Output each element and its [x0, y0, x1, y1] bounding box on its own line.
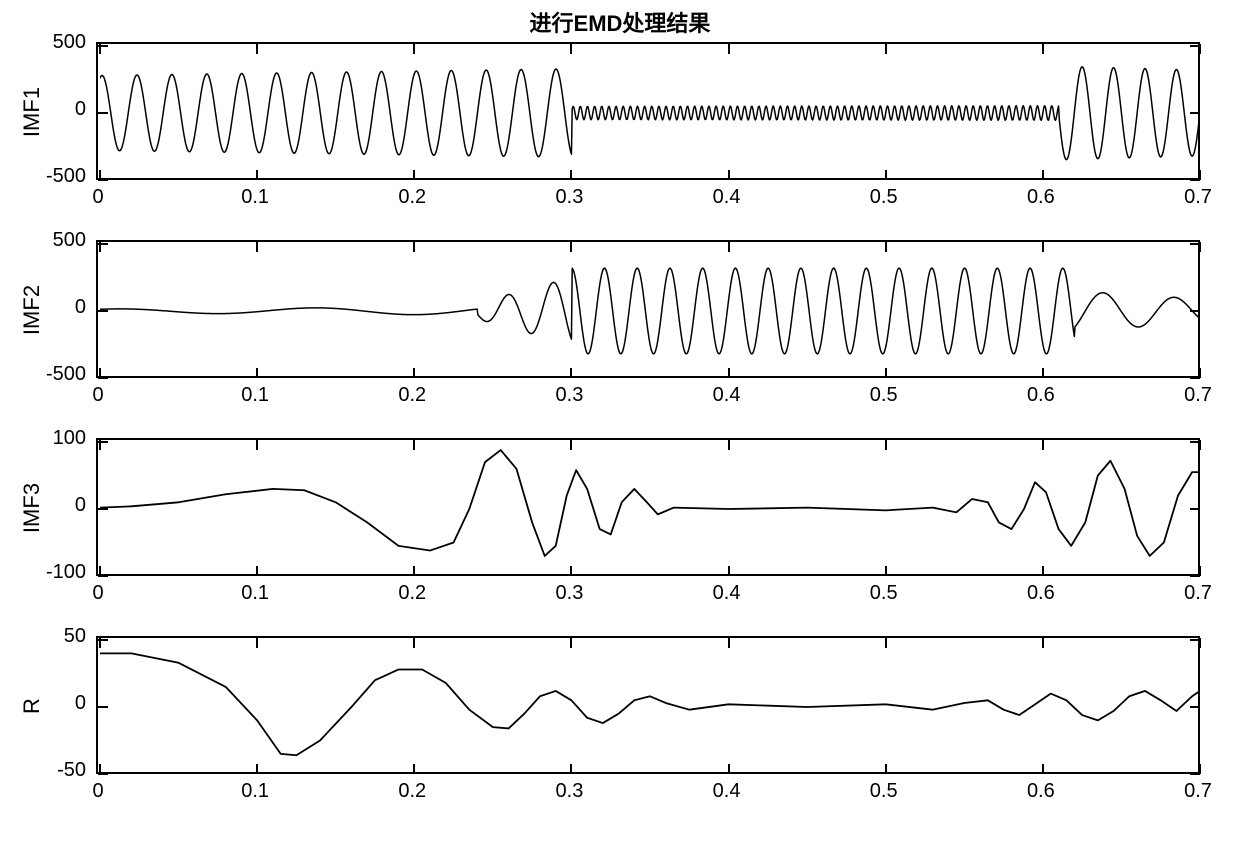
- panel-imf3: IMF300.10.20.30.40.50.60.7-1000100: [0, 438, 1240, 636]
- ytick-label: 0: [0, 98, 86, 121]
- xtick-label: 0.7: [1176, 780, 1220, 803]
- xtick-label: 0.1: [233, 186, 277, 209]
- ytick-label: 50: [0, 625, 86, 648]
- xtick-label: 0.2: [390, 780, 434, 803]
- xtick-label: 0.6: [1019, 780, 1063, 803]
- series-imf2: [100, 244, 1200, 378]
- xtick-label: 0.6: [1019, 582, 1063, 605]
- xtick-label: 0.3: [547, 186, 591, 209]
- xtick-label: 0.7: [1176, 384, 1220, 407]
- xtick-label: 0.2: [390, 384, 434, 407]
- xtick-label: 0.4: [705, 186, 749, 209]
- xtick-label: 0.1: [233, 582, 277, 605]
- xtick-label: 0.3: [547, 582, 591, 605]
- ytick-label: -500: [0, 165, 86, 188]
- ytick-label: 0: [0, 494, 86, 517]
- plot-area-imf1: [96, 42, 1200, 180]
- line-residual: [100, 653, 1200, 755]
- xtick-label: 0.3: [547, 780, 591, 803]
- panel-imf2: IMF200.10.20.30.40.50.60.7-5000500: [0, 240, 1240, 438]
- series-imf1: [100, 46, 1200, 180]
- series-imf3: [100, 442, 1200, 576]
- xtick-label: 0.4: [705, 582, 749, 605]
- figure-root: 进行EMD处理结果 IMF100.10.20.30.40.50.60.7-500…: [0, 0, 1240, 848]
- ytick-label: 0: [0, 692, 86, 715]
- xtick-label: 0.7: [1176, 186, 1220, 209]
- xtick-label: 0.7: [1176, 582, 1220, 605]
- xtick-label: 0: [76, 780, 120, 803]
- ytick-label: -100: [0, 561, 86, 584]
- panel-imf1: IMF100.10.20.30.40.50.60.7-5000500: [0, 42, 1240, 240]
- ytick-label: 500: [0, 229, 86, 252]
- xtick-label: 0.6: [1019, 186, 1063, 209]
- figure-title: 进行EMD处理结果: [0, 6, 1240, 38]
- xtick-label: 0: [76, 384, 120, 407]
- panel-residual: R00.10.20.30.40.50.60.7-50050: [0, 636, 1240, 834]
- ytick-label: 0: [0, 296, 86, 319]
- ytick-label: 500: [0, 31, 86, 54]
- line-imf3: [100, 450, 1200, 556]
- plot-area-imf3: [96, 438, 1200, 576]
- xtick-label: 0.1: [233, 780, 277, 803]
- ytick-label: 100: [0, 427, 86, 450]
- xtick-label: 0.3: [547, 384, 591, 407]
- line-imf2: [100, 268, 1200, 354]
- xtick-label: 0.2: [390, 186, 434, 209]
- ytick-label: -500: [0, 363, 86, 386]
- series-residual: [100, 640, 1200, 774]
- xtick-label: 0.6: [1019, 384, 1063, 407]
- xtick-label: 0.4: [705, 780, 749, 803]
- xtick-label: 0.4: [705, 384, 749, 407]
- xtick-label: 0.1: [233, 384, 277, 407]
- plot-area-imf2: [96, 240, 1200, 378]
- xtick-label: 0: [76, 582, 120, 605]
- xtick-label: 0.5: [862, 186, 906, 209]
- plot-area-residual: [96, 636, 1200, 774]
- ytick-label: -50: [0, 759, 86, 782]
- xtick-label: 0: [76, 186, 120, 209]
- xtick-label: 0.2: [390, 582, 434, 605]
- xtick-label: 0.5: [862, 384, 906, 407]
- xtick-label: 0.5: [862, 780, 906, 803]
- line-imf1: [100, 67, 1200, 160]
- xtick-label: 0.5: [862, 582, 906, 605]
